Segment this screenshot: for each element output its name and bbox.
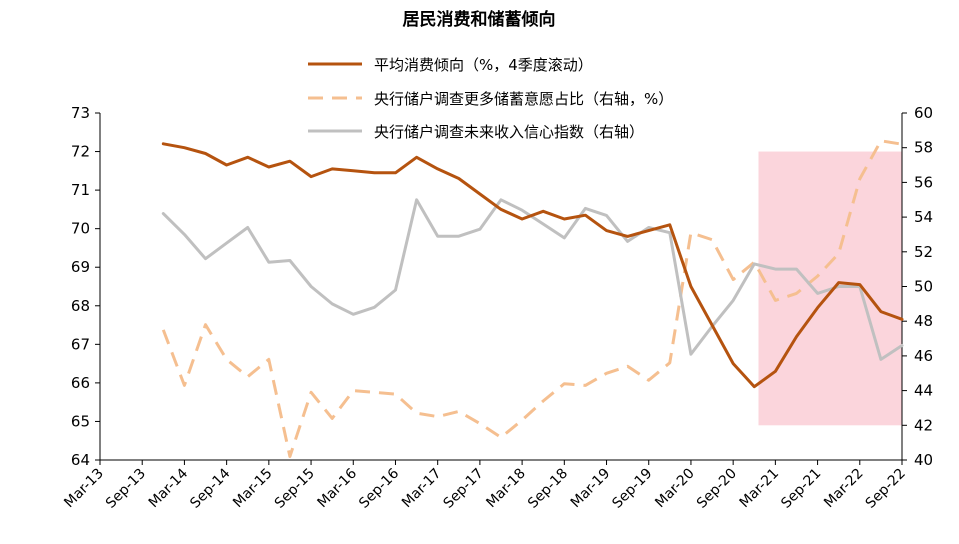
x-tick-label: Mar-20 xyxy=(652,466,698,512)
x-tick-label: Sep-18 xyxy=(525,466,571,512)
y-right-tick-label: 40 xyxy=(914,451,933,469)
y-right-tick-label: 54 xyxy=(914,208,933,226)
x-tick-label: Sep-15 xyxy=(272,466,318,512)
legend-label-savings: 央行储户调查更多储蓄意愿占比（右轴，%） xyxy=(374,90,673,108)
y-left-tick-label: 71 xyxy=(71,181,90,199)
y-left-tick-label: 69 xyxy=(71,258,90,276)
x-tick-label: Sep-19 xyxy=(609,466,655,512)
y-right-tick-label: 56 xyxy=(914,173,933,191)
legend: 平均消费倾向（%，4季度滚动） 央行储户调查更多储蓄意愿占比（右轴，%） 央行储… xyxy=(308,56,673,141)
y-left-tick-label: 64 xyxy=(71,451,90,469)
x-tick-label: Sep-17 xyxy=(441,466,487,512)
x-tick-label: Mar-13 xyxy=(61,466,107,512)
x-tick-label: Mar-22 xyxy=(821,466,867,512)
y-left-tick-label: 67 xyxy=(71,335,90,353)
legend-label-consumption: 平均消费倾向（%，4季度滚动） xyxy=(374,56,593,74)
x-tick-label: Sep-20 xyxy=(694,466,740,512)
x-tick-label: Sep-21 xyxy=(778,466,824,512)
series-savings-willingness xyxy=(161,139,903,458)
series-consumption-propensity xyxy=(161,142,904,389)
y-left-tick-label: 68 xyxy=(71,297,90,315)
y-right-tick-label: 44 xyxy=(914,382,933,400)
chart-title: 居民消费和储蓄倾向 xyxy=(403,9,556,30)
x-tick-label: Mar-15 xyxy=(230,466,276,512)
x-tick-label: Sep-14 xyxy=(187,465,233,511)
y-right-tick-label: 58 xyxy=(914,139,933,157)
x-tick-label: Mar-14 xyxy=(146,465,192,511)
y-left-tick-label: 66 xyxy=(71,374,90,392)
y-right-tick-label: 50 xyxy=(914,278,933,296)
y-left-tick-label: 73 xyxy=(71,104,90,122)
y-left-tick-label: 70 xyxy=(71,220,90,238)
x-tick-label: Mar-17 xyxy=(399,466,445,512)
y-left-tick-label: 72 xyxy=(71,143,90,161)
x-tick-label: Mar-21 xyxy=(737,466,783,512)
y-right-tick-label: 46 xyxy=(914,347,933,365)
legend-label-income-confidence: 央行储户调查未来收入信心指数（右轴） xyxy=(374,123,644,141)
x-tick-label: Mar-19 xyxy=(568,466,614,512)
x-tick-label: Sep-16 xyxy=(356,465,402,511)
series-income-confidence xyxy=(161,198,904,361)
x-tick-label: Sep-13 xyxy=(103,466,149,512)
x-tick-label: Mar-16 xyxy=(315,465,361,511)
y-right-tick-label: 42 xyxy=(914,416,933,434)
y-left-tick-label: 65 xyxy=(71,412,90,430)
y-right-tick-label: 52 xyxy=(914,243,933,261)
x-tick-label: Mar-18 xyxy=(483,466,529,512)
y-right-tick-label: 60 xyxy=(914,104,933,122)
y-right-tick-label: 48 xyxy=(914,312,933,330)
x-tick-label: Sep-22 xyxy=(863,466,909,512)
